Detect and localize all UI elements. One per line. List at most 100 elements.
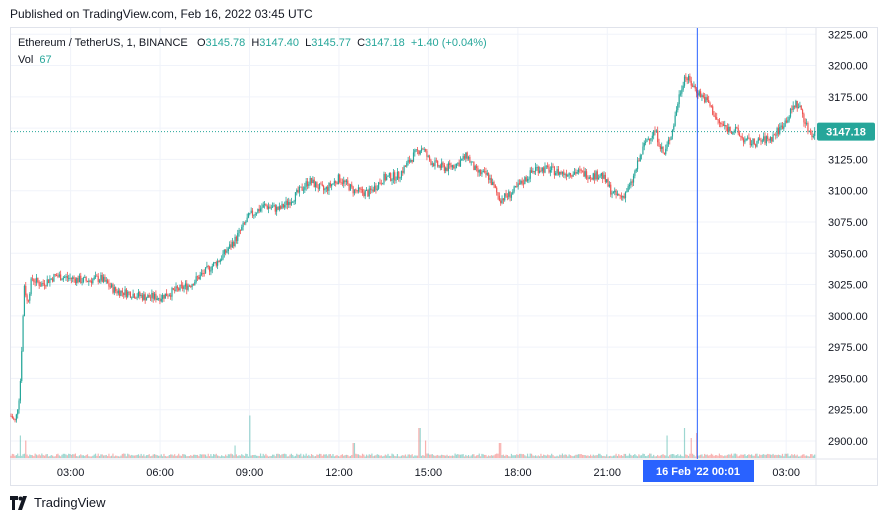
volume-bar xyxy=(646,456,648,458)
candle-body xyxy=(576,172,578,174)
candle-body xyxy=(35,277,38,283)
volume-bar xyxy=(588,456,590,458)
volume-bar xyxy=(447,456,449,458)
legend-vol: 67 xyxy=(39,54,52,66)
volume-bar xyxy=(123,453,125,458)
volume-bar xyxy=(18,455,20,458)
candle-body xyxy=(390,173,392,181)
candle-body xyxy=(513,186,515,192)
candle-body xyxy=(490,178,492,185)
volume-bar xyxy=(227,454,229,458)
candle-body xyxy=(453,165,455,169)
volume-bar xyxy=(649,453,651,458)
candle-body xyxy=(351,184,353,187)
volume-bar xyxy=(470,455,472,458)
volume-bar xyxy=(68,453,70,458)
candle-body xyxy=(147,295,149,298)
volume-bar xyxy=(749,454,751,458)
volume-bar xyxy=(61,454,63,458)
candle-body xyxy=(744,139,746,143)
volume-bar xyxy=(718,453,720,458)
volume-bar xyxy=(239,455,242,458)
candle-body xyxy=(549,170,551,173)
volume-bar xyxy=(721,455,723,458)
candle-body xyxy=(312,179,314,183)
volume-bar xyxy=(301,456,303,458)
candle-body xyxy=(520,180,522,185)
volume-bar xyxy=(732,455,734,458)
volume-bar xyxy=(120,455,122,458)
volume-bar xyxy=(736,454,738,458)
volume-bar xyxy=(318,453,321,458)
candle-body xyxy=(588,177,590,179)
candle-body xyxy=(247,213,250,218)
volume-bar xyxy=(245,453,247,458)
footer-brand[interactable]: TradingView xyxy=(10,495,106,510)
candle-body xyxy=(438,165,440,167)
volume-bar xyxy=(508,456,510,458)
candle-body xyxy=(298,186,301,193)
volume-bar xyxy=(610,455,612,458)
candle-body xyxy=(382,183,384,185)
y-tick-label: 3225.00 xyxy=(828,29,868,41)
volume-bar xyxy=(171,454,173,458)
candle-body xyxy=(753,138,755,145)
candle-body xyxy=(206,266,208,268)
volume-bar xyxy=(451,455,454,458)
candle-body xyxy=(768,138,770,141)
y-tick-label: 3100.00 xyxy=(828,186,868,198)
candle-body xyxy=(577,169,580,173)
volume-bar xyxy=(647,454,649,458)
volume-bar xyxy=(492,455,494,458)
volume-bar xyxy=(496,453,498,458)
volume-bar xyxy=(306,455,309,458)
volume-bar xyxy=(604,456,606,458)
volume-bar xyxy=(160,454,162,458)
candle-body xyxy=(581,170,584,172)
candle-body xyxy=(477,168,479,173)
candle-body xyxy=(548,167,550,173)
candle-body xyxy=(90,280,93,284)
volume-bar xyxy=(547,454,549,458)
candle-body xyxy=(463,156,466,159)
volume-bar xyxy=(659,455,661,458)
candle-body xyxy=(332,183,334,185)
volume-bar xyxy=(243,455,246,458)
candle-body xyxy=(263,204,266,205)
volume-bar xyxy=(446,454,448,458)
volume-bar xyxy=(21,455,23,458)
volume-bar xyxy=(170,454,172,458)
volume-bar xyxy=(217,455,219,458)
candle-body xyxy=(262,204,264,208)
volume-bar xyxy=(269,456,271,458)
volume-bar xyxy=(616,455,619,458)
volume-bar xyxy=(441,454,443,458)
volume-bar xyxy=(255,455,258,458)
candle-body xyxy=(784,120,786,127)
candle-body xyxy=(509,191,511,198)
candle-body xyxy=(728,126,730,132)
volume-bar xyxy=(654,456,656,458)
volume-bar xyxy=(454,453,456,458)
volume-bar xyxy=(767,453,769,458)
candle-body xyxy=(540,170,542,172)
candle-body xyxy=(41,283,43,287)
volume-bar xyxy=(607,456,609,458)
volume-bar xyxy=(797,456,800,458)
candle-body xyxy=(66,276,68,279)
candle-body xyxy=(62,277,64,280)
candle-body xyxy=(496,187,498,193)
candle-body xyxy=(650,138,652,141)
candle-body xyxy=(418,150,420,155)
volume-bar xyxy=(340,454,342,458)
candle-body xyxy=(610,184,612,195)
volume-bar xyxy=(139,455,141,458)
volume-bar xyxy=(662,454,664,458)
volume-bar xyxy=(155,454,157,458)
candle-body xyxy=(795,100,797,108)
candle-body xyxy=(416,149,419,151)
volume-bar xyxy=(682,456,684,458)
chart-frame[interactable] xyxy=(10,27,878,486)
volume-bar xyxy=(465,454,467,458)
